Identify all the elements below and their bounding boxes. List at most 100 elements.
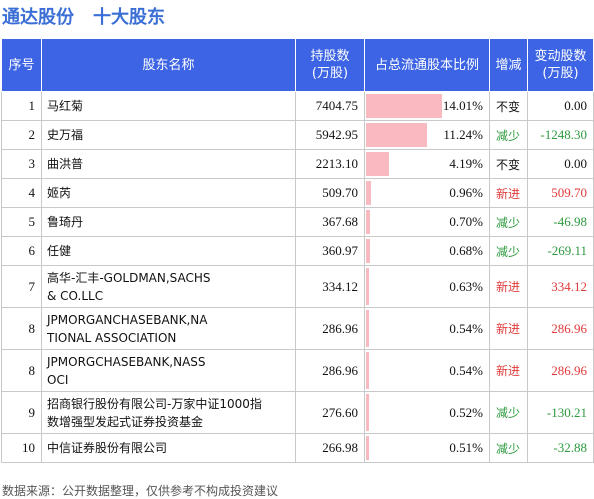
shares-cell: 266.98 [295, 433, 365, 463]
table-row: 4 姬芮 509.70 0.96% 新进 509.70 [1, 178, 594, 208]
shareholder-name-cell: 马红菊 [41, 91, 296, 121]
table-header-row: 序号 股东名称 持股数 (万股) 占总流通股本比例 增减 变动股数 (万股) [1, 38, 594, 92]
ratio-cell: 14.01% [364, 91, 490, 121]
change-header: 增减 [489, 38, 528, 92]
delta-cell: -46.98 [527, 207, 594, 237]
ratio-cell: 0.51% [364, 433, 490, 463]
rank-cell: 6 [1, 236, 42, 266]
table-row: 9 招商银行股份有限公司-万家中证1000指 数增强型发起式证券投资基金 276.60… [1, 391, 594, 434]
table-row: 3 曲洪普 2213.10 4.19% 不变 0.00 [1, 149, 594, 179]
rank-cell: 1 [1, 91, 42, 121]
delta-cell: -130.21 [527, 391, 594, 434]
change-cell: 新进 [489, 178, 528, 208]
ratio-bar [366, 352, 369, 389]
shareholder-name-cell: 史万福 [41, 120, 296, 150]
ratio-value: 0.63% [449, 278, 483, 294]
rank-cell: 4 [1, 178, 42, 208]
delta-cell: 334.12 [527, 265, 594, 308]
ratio-bar [366, 310, 369, 347]
ratio-bar [366, 394, 369, 431]
delta-cell: 0.00 [527, 91, 594, 121]
shareholder-name-cell: JPMORGANCHASEBANK,NA TIONAL ASSOCIATION [41, 307, 296, 350]
ratio-bar [366, 181, 372, 205]
table-row: 2 史万福 5942.95 11.24% 减少 -1248.30 [1, 120, 594, 150]
shareholders-table: 序号 股东名称 持股数 (万股) 占总流通股本比例 增减 变动股数 (万股) 1 马红菊 7404… [1, 38, 594, 463]
company-name: 通达股份 [2, 7, 74, 28]
rank-header: 序号 [1, 38, 42, 92]
data-source-note: 数据来源：公开数据整理，仅供参考不构成投资建议 [2, 484, 279, 498]
ratio-cell: 4.19% [364, 149, 490, 179]
ratio-cell: 0.70% [364, 207, 490, 237]
rank-cell: 5 [1, 207, 42, 237]
change-cell: 减少 [489, 236, 528, 266]
shares-cell: 5942.95 [295, 120, 365, 150]
ratio-value: 11.24% [443, 127, 483, 142]
ratio-cell: 11.24% [364, 120, 490, 150]
change-cell: 减少 [489, 391, 528, 434]
shareholder-name-cell: 高华-汇丰-GOLDMAN,SACHS & CO.LLC [41, 265, 296, 308]
ratio-cell: 0.63% [364, 265, 490, 308]
shareholder-name-cell: JPMORGCHASEBANK,NASS OCI [41, 349, 296, 392]
change-cell: 新进 [489, 265, 528, 308]
shares-cell: 367.68 [295, 207, 365, 237]
ratio-value: 14.01% [442, 98, 483, 113]
delta-cell: -32.88 [527, 433, 594, 463]
table-row: 8 JPMORGANCHASEBANK,NA TIONAL ASSOCIATION 2… [1, 307, 594, 350]
shareholder-name-cell: 曲洪普 [41, 149, 296, 179]
table-row: 8 JPMORGCHASEBANK,NASS OCI 286.96 0.54% 新进 286… [1, 349, 594, 392]
table-body: 1 马红菊 7404.75 14.01% 不变 0.00 2 史万福 5942.95 11.24%… [1, 91, 594, 463]
shareholder-name-cell: 招商银行股份有限公司-万家中证1000指 数增强型发起式证券投资基金 [41, 391, 296, 434]
delta-cell: -269.11 [527, 236, 594, 266]
shares-cell: 334.12 [295, 265, 365, 308]
shares-cell: 286.96 [295, 307, 365, 350]
shareholder-name-cell: 中信证券股份有限公司 [41, 433, 296, 463]
change-cell: 减少 [489, 120, 528, 150]
shareholder-name-cell: 姬芮 [41, 178, 296, 208]
ratio-value: 4.19% [449, 156, 483, 171]
ratio-bar [366, 94, 442, 118]
section-title: 十大股东 [93, 7, 165, 28]
delta-header: 变动股数 (万股) [527, 38, 594, 92]
ratio-cell: 0.54% [364, 307, 490, 350]
ratio-bar [366, 210, 370, 234]
shareholder-name-cell: 任健 [41, 236, 296, 266]
change-cell: 新进 [489, 349, 528, 392]
shares-cell: 360.97 [295, 236, 365, 266]
ratio-value: 0.51% [449, 440, 483, 455]
ratio-bar [366, 268, 370, 305]
page-title-bar: 通达股份 十大股东 [0, 0, 594, 30]
shareholder-name-cell: 鲁琦丹 [41, 207, 296, 237]
change-cell: 不变 [489, 91, 528, 121]
table-row: 10 中信证券股份有限公司 266.98 0.51% 减少 -32.88 [1, 433, 594, 463]
delta-cell: 0.00 [527, 149, 594, 179]
shares-cell: 2213.10 [295, 149, 365, 179]
ratio-value: 0.52% [449, 404, 483, 420]
delta-cell: 286.96 [527, 349, 594, 392]
table-row: 5 鲁琦丹 367.68 0.70% 减少 -46.98 [1, 207, 594, 237]
rank-cell: 2 [1, 120, 42, 150]
ratio-value: 0.70% [449, 214, 483, 229]
shares-cell: 286.96 [295, 349, 365, 392]
table-row: 1 马红菊 7404.75 14.01% 不变 0.00 [1, 91, 594, 121]
ratio-cell: 0.68% [364, 236, 490, 266]
ratio-header: 占总流通股本比例 [364, 38, 490, 92]
change-cell: 减少 [489, 433, 528, 463]
rank-cell: 3 [1, 149, 42, 179]
delta-cell: 509.70 [527, 178, 594, 208]
ratio-bar [366, 123, 427, 147]
ratio-value: 0.54% [449, 362, 483, 378]
shares-cell: 276.60 [295, 391, 365, 434]
rank-cell: 10 [1, 433, 42, 463]
change-cell: 新进 [489, 307, 528, 350]
ratio-value: 0.96% [449, 185, 483, 200]
rank-cell: 8 [1, 307, 42, 350]
change-cell: 减少 [489, 207, 528, 237]
ratio-value: 0.54% [449, 320, 483, 336]
ratio-value: 0.68% [449, 243, 483, 258]
change-cell: 不变 [489, 149, 528, 179]
table-row: 7 高华-汇丰-GOLDMAN,SACHS & CO.LLC 334.12 0.63% 新… [1, 265, 594, 308]
shareholder-name-header: 股东名称 [41, 38, 296, 92]
ratio-bar [366, 239, 370, 263]
table-row: 6 任健 360.97 0.68% 减少 -269.11 [1, 236, 594, 266]
shares-cell: 7404.75 [295, 91, 365, 121]
